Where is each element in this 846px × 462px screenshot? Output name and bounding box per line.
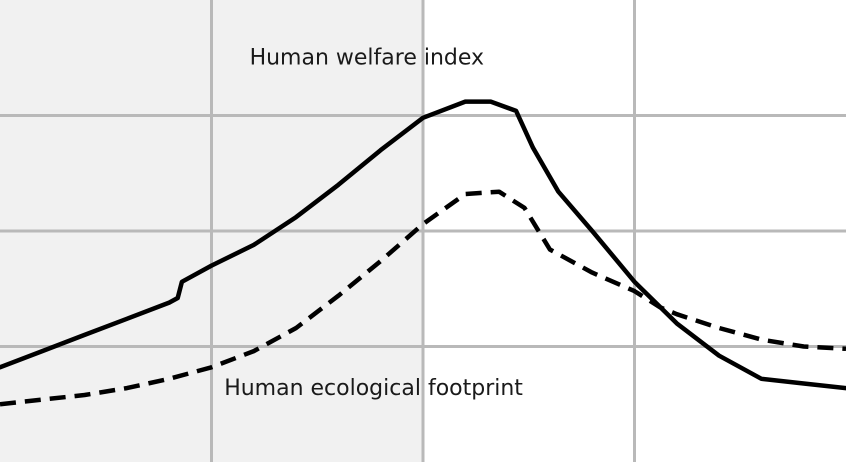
- series-line-human-ecological-footprint: [0, 189, 846, 407]
- annotation-label: Human welfare index: [250, 46, 484, 71]
- series-layer: [0, 99, 846, 407]
- annotation-label: Human ecological footprint: [224, 376, 523, 401]
- series-line-human-welfare-index: [0, 99, 846, 391]
- annotation-layer: Human welfare index Human ecological foot…: [224, 46, 523, 401]
